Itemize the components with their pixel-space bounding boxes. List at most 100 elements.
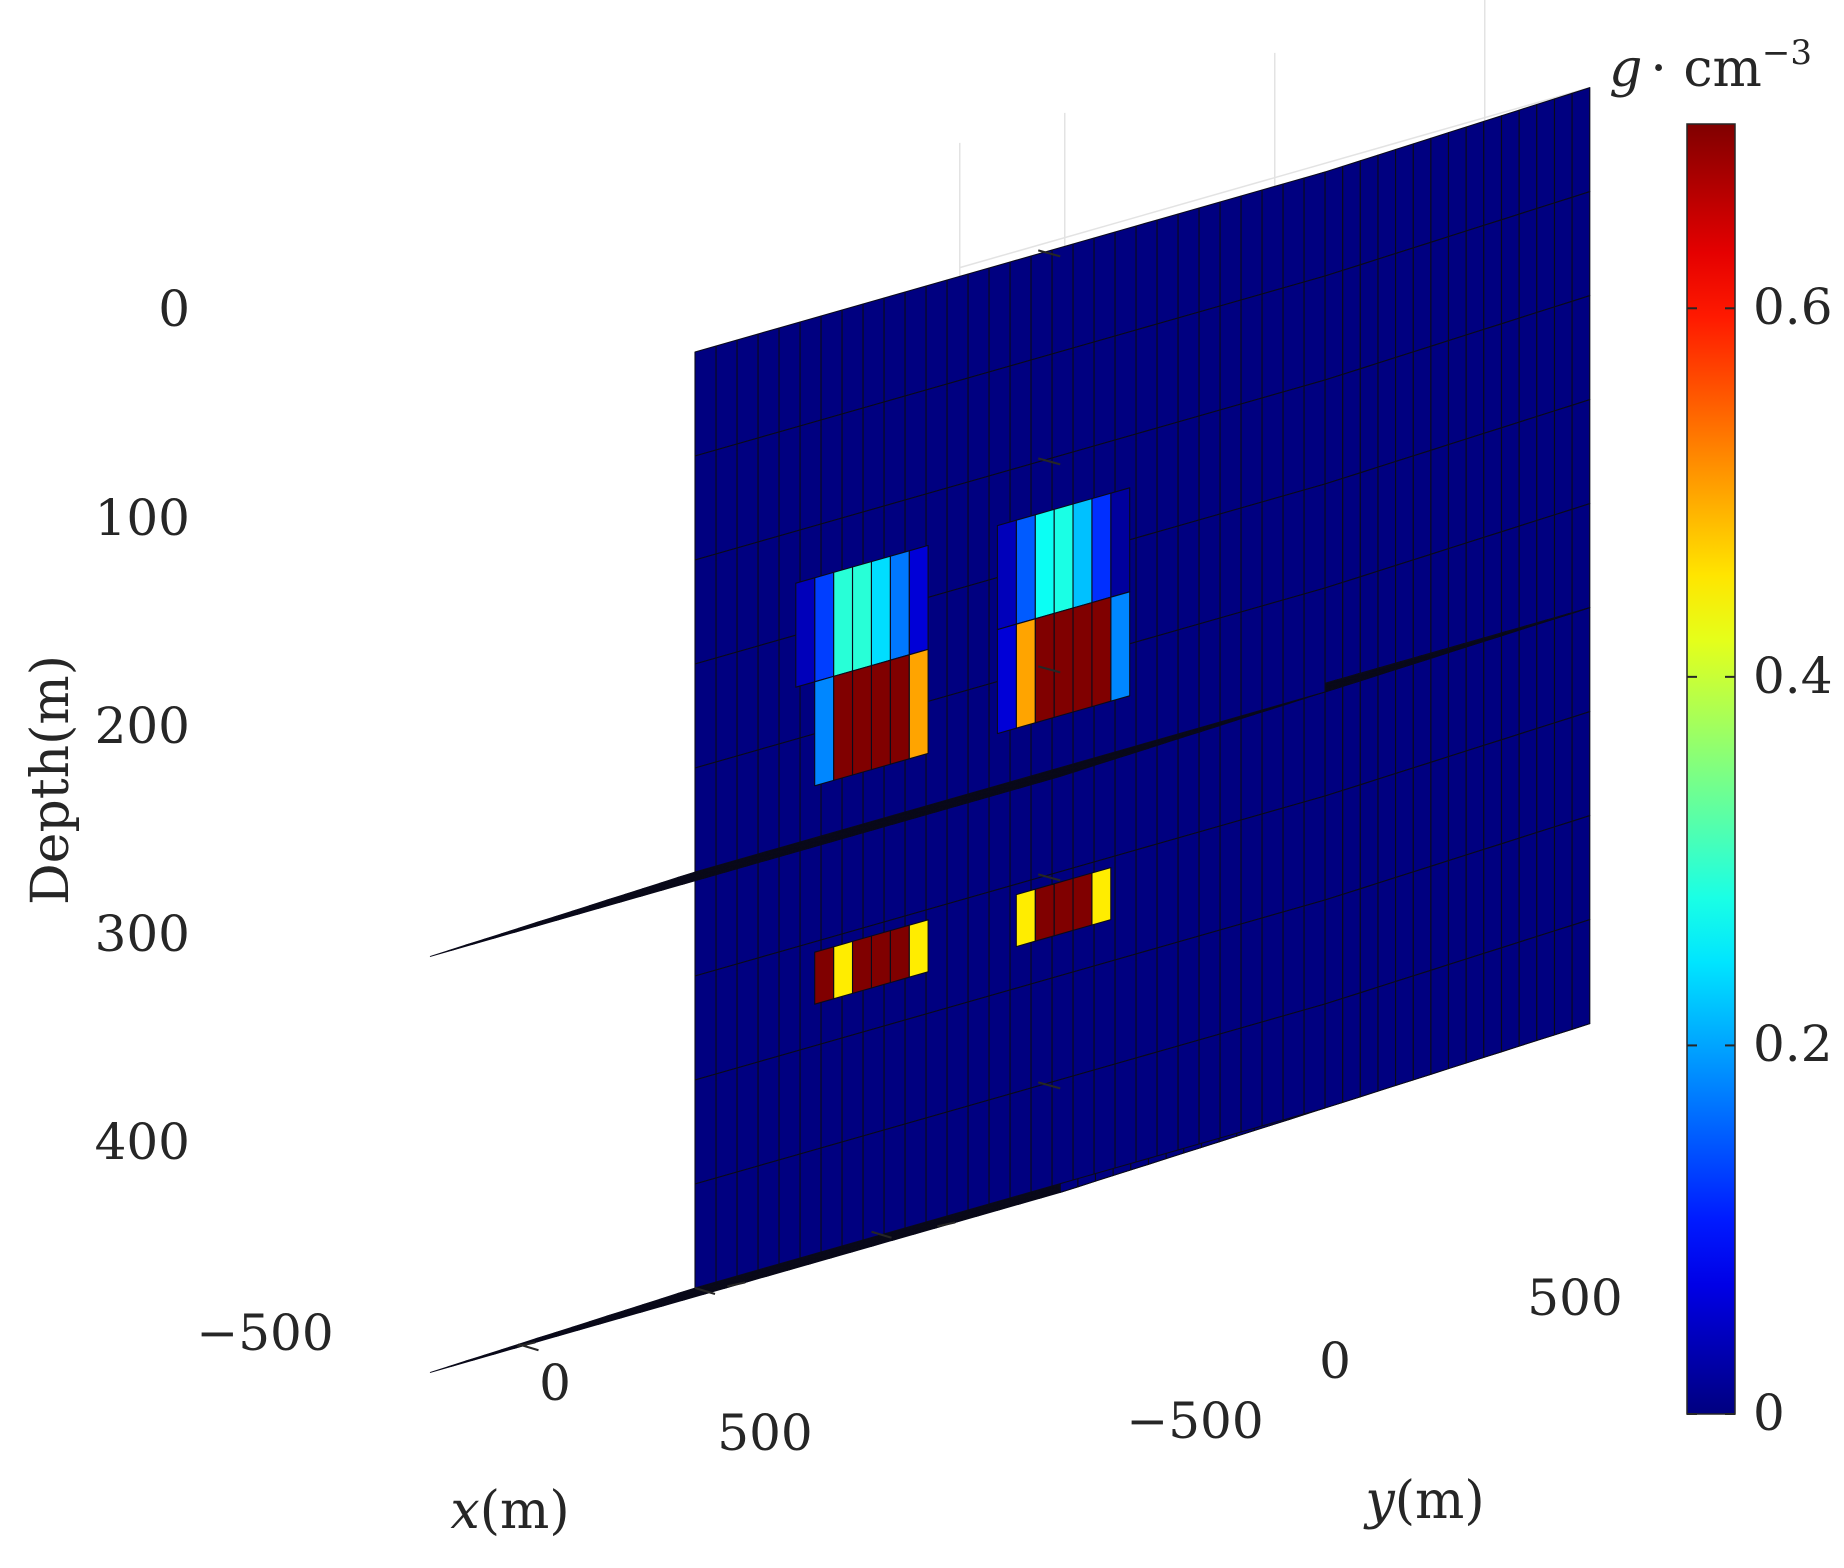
anomaly-cell — [908, 648, 929, 760]
y-slice-cell — [1177, 311, 1200, 423]
y-slice-cell — [1219, 819, 1242, 931]
anomaly-cell — [889, 550, 910, 661]
x-slice-cell — [1377, 356, 1397, 468]
anomaly-cell — [1015, 618, 1036, 729]
colorbar-title-var: g — [1609, 39, 1642, 99]
y-tick — [871, 1230, 892, 1239]
x-slice-cell — [1412, 345, 1432, 457]
y-slice-cell — [1282, 281, 1305, 393]
y-slice-cell — [1282, 1009, 1305, 1121]
y-slice-cell — [1282, 593, 1305, 705]
y-slice-cell — [946, 377, 969, 489]
y-slice-cell — [1177, 207, 1200, 319]
x-slice-cell — [1324, 893, 1344, 1005]
x-slice-cell — [1518, 103, 1538, 215]
y-slice-cell — [1198, 305, 1221, 417]
x-slice-cell — [1359, 882, 1379, 994]
y-slice-cell — [1114, 1057, 1137, 1169]
z-tick — [1037, 665, 1061, 674]
y-slice-cell — [1198, 929, 1221, 1041]
x-slice-cell — [1483, 635, 1503, 746]
anomaly-cell — [1034, 508, 1055, 620]
x-slice-cell — [1518, 519, 1538, 631]
y-slice-cell — [1240, 605, 1263, 717]
y-slice-cell — [1282, 801, 1305, 913]
x-slice-cell — [1377, 460, 1397, 572]
y-slice-cell — [1261, 1015, 1284, 1127]
y-slice-cell — [925, 799, 948, 911]
y-slice-cell — [841, 823, 864, 935]
x-slice-cell — [1359, 986, 1379, 1098]
y-slice-cell — [904, 1117, 927, 1229]
x-slice-cell — [1342, 264, 1361, 375]
y-slice-cell — [883, 1123, 906, 1235]
x-slice-cell — [1395, 559, 1414, 671]
x-slice-cell — [1342, 160, 1361, 271]
x-slice-cell — [1536, 410, 1556, 522]
y-slice-cell — [1156, 1045, 1179, 1157]
y-slice-cell — [736, 1165, 759, 1277]
y-slice-cell — [1030, 1081, 1053, 1193]
z-tick — [1037, 457, 1061, 466]
y-slice-cell — [1093, 1063, 1116, 1175]
x-slice-cell — [1465, 328, 1485, 440]
axes-ticks — [517, 249, 1061, 1352]
y-slice-cell — [1093, 231, 1116, 343]
x-slice-cell — [1447, 750, 1467, 862]
x-slice-cell — [1447, 854, 1467, 966]
y-slice-cell — [967, 371, 990, 483]
y-slice-cell — [1282, 385, 1305, 497]
y-slice-cell — [1114, 329, 1137, 441]
y-slice-cell — [778, 841, 801, 953]
y-slice-cell — [1135, 531, 1158, 643]
y-slice-cell — [946, 273, 969, 385]
x-slice-cell — [1536, 722, 1556, 834]
x-slice-cell — [1359, 258, 1379, 370]
x-slice-cell — [1536, 618, 1556, 730]
x-slice-cell — [1324, 685, 1344, 797]
anomaly-cell — [814, 675, 835, 787]
y-slice-cell — [1135, 323, 1158, 435]
x-slice-cell — [1500, 213, 1520, 325]
y-slice-cell — [757, 847, 780, 959]
x-tick-labels: −500 0 500 — [196, 1304, 812, 1462]
x-slice-cell — [1377, 876, 1397, 988]
y-slice-cell — [1177, 415, 1200, 527]
x-slice-cell — [1359, 674, 1379, 786]
z-tick-label: 100 — [95, 489, 190, 547]
y-slice-cell — [904, 285, 927, 397]
y-slice-cell — [967, 579, 990, 691]
y-slice-cell — [694, 969, 717, 1081]
y-slice-cell — [1240, 293, 1263, 405]
y-slice-cell — [1303, 691, 1326, 803]
y-slice-cell — [1261, 183, 1284, 295]
y-slice-cell — [1240, 397, 1263, 509]
y-slice-cell — [1219, 299, 1242, 411]
x-slice-cell — [1571, 815, 1591, 926]
colorbar-title: g · cm−3 — [1609, 33, 1812, 99]
x-slice-cell — [1342, 472, 1361, 583]
y-slice-cell — [1282, 489, 1305, 601]
x-slice-cell — [1395, 975, 1414, 1087]
y-slice-cell — [778, 945, 801, 1057]
y-slice-cell — [1156, 421, 1179, 533]
y-slice-cell — [757, 327, 780, 439]
y-slice-cell — [1303, 899, 1326, 1011]
z-tick-label: 200 — [95, 697, 190, 755]
x-slice-cell — [1377, 772, 1397, 884]
x-slice-cell — [1412, 553, 1432, 665]
y-slice-cell — [1198, 201, 1221, 313]
x-slice-cell — [1553, 92, 1573, 204]
y-slice-cell — [1030, 769, 1053, 881]
x-slice-cell — [1430, 340, 1450, 451]
y-slice-cell — [1282, 905, 1305, 1017]
y-slice-cell — [904, 1013, 927, 1125]
x-slice-cell — [1536, 202, 1556, 314]
colorbar-tick-labels: 0 0.2 0.4 0.6 — [1753, 278, 1833, 1442]
x-slice-cell — [1500, 629, 1520, 741]
y-slice-cell — [1177, 831, 1200, 943]
y-slice-cell — [694, 761, 717, 873]
x-slice-cell — [1465, 432, 1485, 544]
y-slice-cell — [1135, 1051, 1158, 1163]
anomaly-cell — [833, 670, 854, 781]
